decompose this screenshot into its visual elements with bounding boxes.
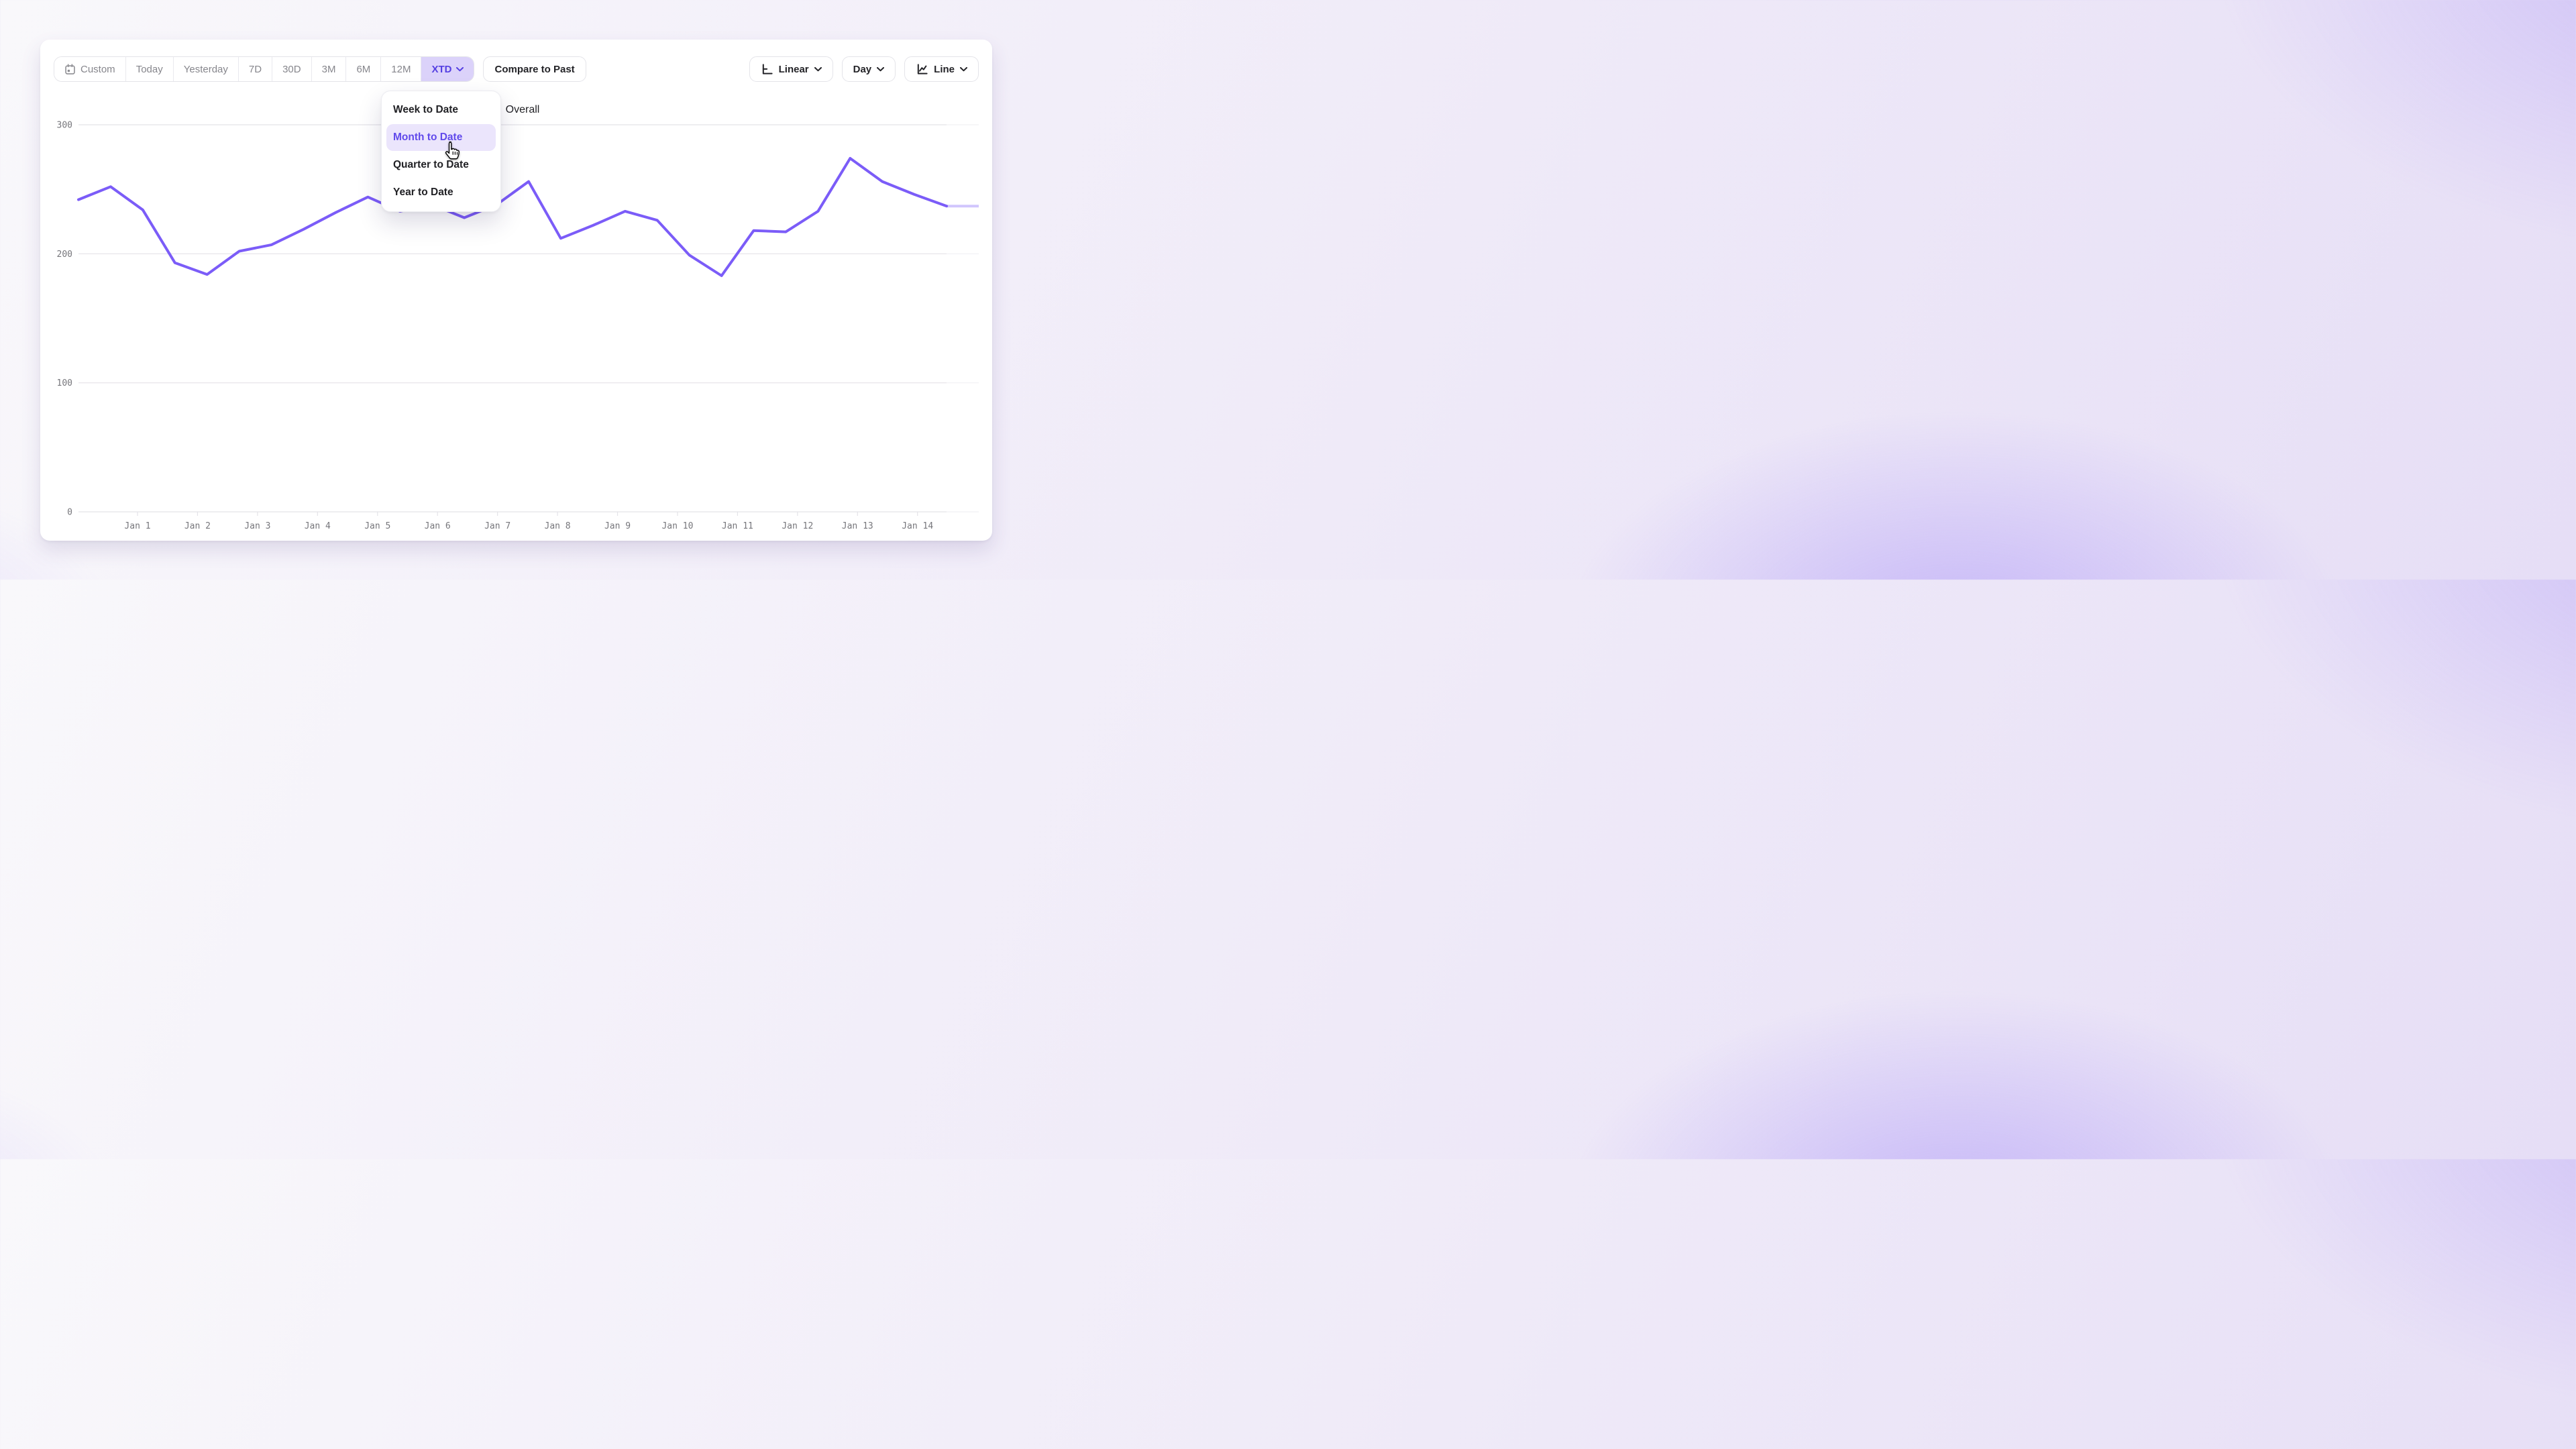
x-axis-tick-label: Jan 3: [244, 521, 270, 531]
chart-type-select[interactable]: Line: [904, 56, 979, 82]
x-axis-tick-label: Jan 13: [842, 521, 873, 531]
line-chart-icon: [917, 63, 928, 74]
x-axis-tick-label: Jan 4: [305, 521, 331, 531]
x-axis-tick-label: Jan 2: [184, 521, 211, 531]
page: { "toolbar": { "ranges": ["Custom", "Tod…: [0, 0, 1030, 580]
range-custom-label: Custom: [80, 63, 115, 75]
y-axis-tick-label: 300: [57, 121, 72, 131]
x-axis-tick-label: Jan 11: [722, 521, 753, 531]
menu-item-week-to-date[interactable]: Week to Date: [393, 104, 459, 115]
x-axis-tick-label: Jan 8: [545, 521, 571, 531]
chevron-down-icon: [960, 66, 967, 71]
range-3m-button[interactable]: 3M: [311, 57, 346, 81]
date-range-segmented-control: Custom Today Yesterday 7D 30D 3M 6M 12M …: [54, 56, 475, 82]
series-line-overall: [77, 157, 949, 277]
toolbar: Custom Today Yesterday 7D 30D 3M 6M 12M …: [54, 56, 979, 82]
compare-to-past-button[interactable]: Compare to Past: [483, 56, 586, 82]
calendar-icon: [65, 63, 75, 74]
gridlines: 0 100 200 300: [57, 121, 979, 518]
chart-card: Custom Today Yesterday 7D 30D 3M 6M 12M …: [40, 40, 992, 541]
legend-label: Overall: [505, 104, 540, 115]
linear-axis-icon: [762, 63, 773, 74]
x-axis-tick-label: Jan 12: [782, 521, 813, 531]
range-6m-button[interactable]: 6M: [345, 57, 381, 81]
x-axis-tick-label: Jan 1: [124, 521, 150, 531]
granularity-select[interactable]: Day: [841, 56, 896, 82]
x-axis-tick-label: Jan 9: [604, 521, 631, 531]
y-axis-tick-label: 0: [67, 508, 72, 518]
x-axis-tick-label: Jan 5: [364, 521, 390, 531]
range-30d-button[interactable]: 30D: [272, 57, 311, 81]
y-axis-tick-label: 200: [57, 250, 72, 260]
x-axis-tick-label: Jan 10: [661, 521, 693, 531]
range-today-button[interactable]: Today: [125, 57, 173, 81]
chevron-down-icon: [456, 66, 464, 71]
line-chart: 0 100 200 300 Jan 1 Jan 2 Jan 3 Jan 4 Jan 5 Jan 6…: [57, 121, 979, 531]
range-xtd-button[interactable]: XTD: [421, 57, 474, 81]
period-dropdown-menu: Week to Date Month to Date Quarter to Da…: [381, 91, 501, 212]
menu-item-month-to-date[interactable]: Month to Date: [386, 124, 496, 151]
range-custom-button[interactable]: Custom: [54, 57, 125, 81]
chevron-down-icon: [814, 66, 822, 71]
x-axis-tick-label: Jan 14: [902, 521, 933, 531]
x-axis-tick-label: Jan 6: [425, 521, 451, 531]
chart-settings: Linear Day Line: [749, 56, 979, 82]
y-axis-tick-label: 100: [57, 378, 72, 388]
x-axis-tick-label: Jan 7: [484, 521, 511, 531]
chevron-down-icon: [877, 66, 885, 71]
scale-select[interactable]: Linear: [749, 56, 833, 82]
menu-item-year-to-date[interactable]: Year to Date: [393, 186, 453, 198]
range-7d-button[interactable]: 7D: [237, 57, 272, 81]
range-12m-button[interactable]: 12M: [380, 57, 421, 81]
x-axis: Jan 1 Jan 2 Jan 3 Jan 4 Jan 5 Jan 6 Jan 7 Jan 8…: [124, 512, 933, 531]
range-yesterday-button[interactable]: Yesterday: [172, 57, 238, 81]
menu-item-quarter-to-date[interactable]: Quarter to Date: [393, 159, 469, 170]
